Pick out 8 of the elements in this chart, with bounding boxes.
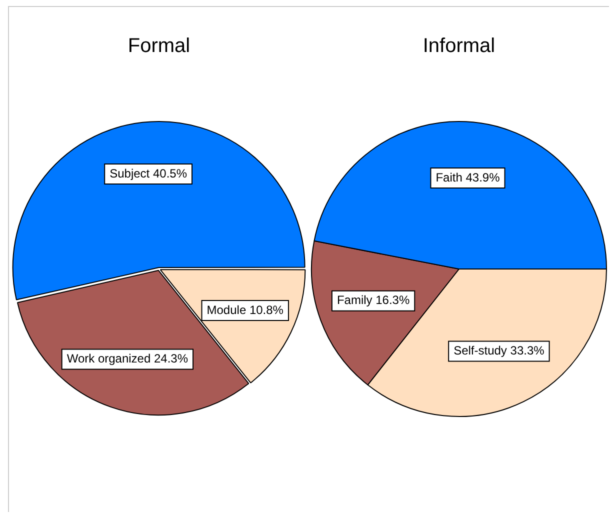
slice-label: Subject 40.5%: [110, 166, 188, 180]
chart-title: Informal: [422, 35, 496, 59]
slice-label: Faith 43.9%: [436, 170, 500, 184]
slice-label: Family 16.3%: [336, 293, 410, 308]
slice-label: Module 10.8%: [206, 302, 284, 317]
chart-title: Formal: [126, 35, 192, 59]
slice-label: Self-study 33.3%: [454, 344, 545, 358]
slice-label: Work organized 24.3%: [66, 352, 188, 366]
